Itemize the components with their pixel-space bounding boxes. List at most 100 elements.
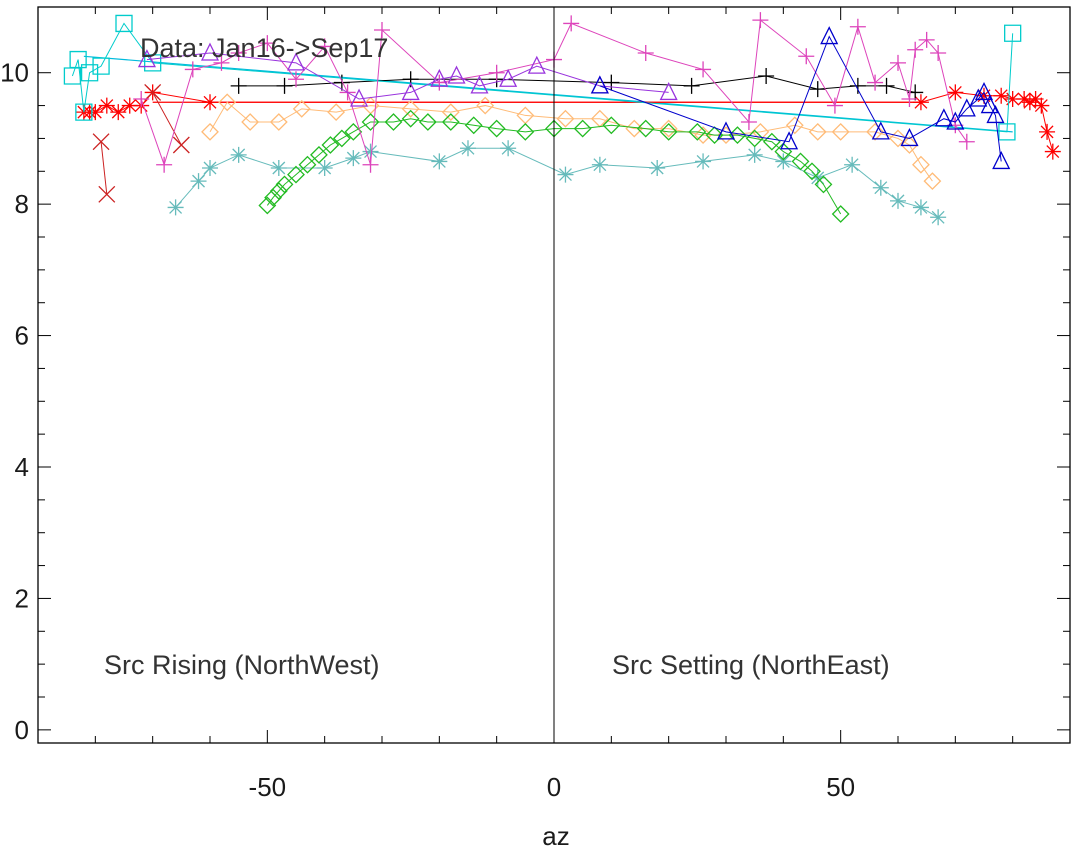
data-point bbox=[121, 97, 138, 114]
data-point bbox=[287, 165, 305, 184]
x-tick-label: 0 bbox=[547, 772, 561, 802]
data-point bbox=[69, 50, 87, 69]
fit-line bbox=[83, 55, 1013, 133]
data-point bbox=[401, 109, 420, 128]
data-point bbox=[418, 113, 437, 131]
x-tick-label: -50 bbox=[249, 772, 287, 802]
data-point bbox=[976, 87, 992, 104]
data-point bbox=[276, 77, 293, 94]
data-point bbox=[814, 175, 833, 194]
data-point bbox=[947, 84, 964, 101]
data-point bbox=[310, 145, 328, 164]
data-point bbox=[890, 54, 906, 71]
data-point bbox=[292, 99, 311, 118]
data-point bbox=[659, 81, 678, 101]
data-point bbox=[930, 45, 947, 61]
data-point bbox=[695, 153, 712, 170]
fit-lines bbox=[83, 55, 1013, 133]
data-point bbox=[889, 129, 907, 148]
data-point bbox=[808, 122, 827, 141]
data-point bbox=[907, 41, 924, 58]
data-point bbox=[958, 133, 975, 150]
data-point bbox=[321, 136, 340, 154]
data-point bbox=[912, 199, 929, 216]
data-point bbox=[900, 136, 919, 154]
y-tick-label: 6 bbox=[15, 321, 29, 351]
data-point bbox=[1027, 91, 1044, 107]
x-axis-title: az bbox=[542, 821, 569, 851]
data-point bbox=[115, 14, 133, 33]
data-point bbox=[1044, 143, 1061, 160]
series-line bbox=[152, 92, 182, 146]
data-point bbox=[441, 113, 460, 131]
data-point bbox=[831, 122, 850, 141]
series-5 bbox=[167, 140, 947, 226]
data-point bbox=[264, 188, 282, 207]
data-point bbox=[218, 93, 237, 112]
data-point bbox=[775, 153, 792, 170]
data-point bbox=[803, 162, 821, 181]
series-2 bbox=[144, 83, 190, 154]
data-point bbox=[1016, 91, 1033, 107]
data-point bbox=[361, 113, 380, 131]
data-point bbox=[1039, 123, 1056, 140]
series-line bbox=[599, 35, 1002, 162]
data-point bbox=[636, 119, 655, 138]
data-point bbox=[269, 113, 288, 131]
data-point bbox=[516, 122, 535, 141]
data-point bbox=[785, 116, 804, 135]
data-point bbox=[344, 122, 363, 141]
data-point bbox=[476, 96, 495, 115]
series-line bbox=[83, 91, 1054, 152]
axis-ticks bbox=[37, 7, 1071, 743]
data-point bbox=[740, 114, 757, 130]
series-line bbox=[140, 19, 968, 167]
data-point bbox=[87, 104, 104, 121]
data-point bbox=[316, 160, 333, 176]
data-point bbox=[362, 156, 379, 173]
data-point bbox=[230, 146, 247, 163]
data-point bbox=[167, 199, 184, 216]
data-point bbox=[1021, 94, 1038, 111]
data-point bbox=[798, 48, 815, 65]
data-point bbox=[602, 116, 621, 135]
data-point bbox=[637, 45, 654, 61]
data-point bbox=[809, 81, 826, 98]
data-point bbox=[269, 182, 288, 200]
data-point bbox=[460, 140, 476, 157]
data-point bbox=[98, 185, 116, 203]
data-point bbox=[603, 74, 620, 91]
data-point bbox=[184, 61, 201, 78]
data-point bbox=[890, 192, 906, 209]
data-point bbox=[1004, 24, 1022, 42]
data-point bbox=[557, 166, 574, 183]
data-point bbox=[431, 153, 448, 170]
y-tick-label: 10 bbox=[0, 58, 29, 88]
y-tick-label: 2 bbox=[15, 583, 29, 613]
data-point bbox=[499, 68, 518, 87]
data-point bbox=[918, 31, 935, 48]
data-point bbox=[867, 74, 884, 91]
data-point bbox=[144, 54, 162, 72]
data-point bbox=[716, 121, 736, 140]
data-point bbox=[298, 155, 317, 174]
tick-labels: -50 0 50 0 2 4 6 8 10 bbox=[0, 58, 855, 802]
left-region-annotation: Src Rising (NorthWest) bbox=[104, 650, 380, 680]
data-point bbox=[590, 75, 609, 94]
x-tick-label: 50 bbox=[826, 772, 855, 802]
data-point bbox=[901, 91, 918, 107]
data-point bbox=[998, 123, 1016, 141]
data-point bbox=[831, 205, 850, 223]
series-line bbox=[146, 52, 669, 100]
data-point bbox=[98, 97, 115, 114]
data-point bbox=[974, 81, 994, 101]
data-point bbox=[688, 122, 707, 141]
data-point bbox=[401, 81, 420, 101]
data-point bbox=[431, 74, 448, 91]
data-point bbox=[430, 68, 449, 87]
data-point bbox=[683, 77, 700, 94]
data-point bbox=[705, 126, 724, 145]
data-point bbox=[912, 94, 929, 111]
data-range-annotation: Data: Jan16->Sep17 bbox=[140, 33, 388, 63]
